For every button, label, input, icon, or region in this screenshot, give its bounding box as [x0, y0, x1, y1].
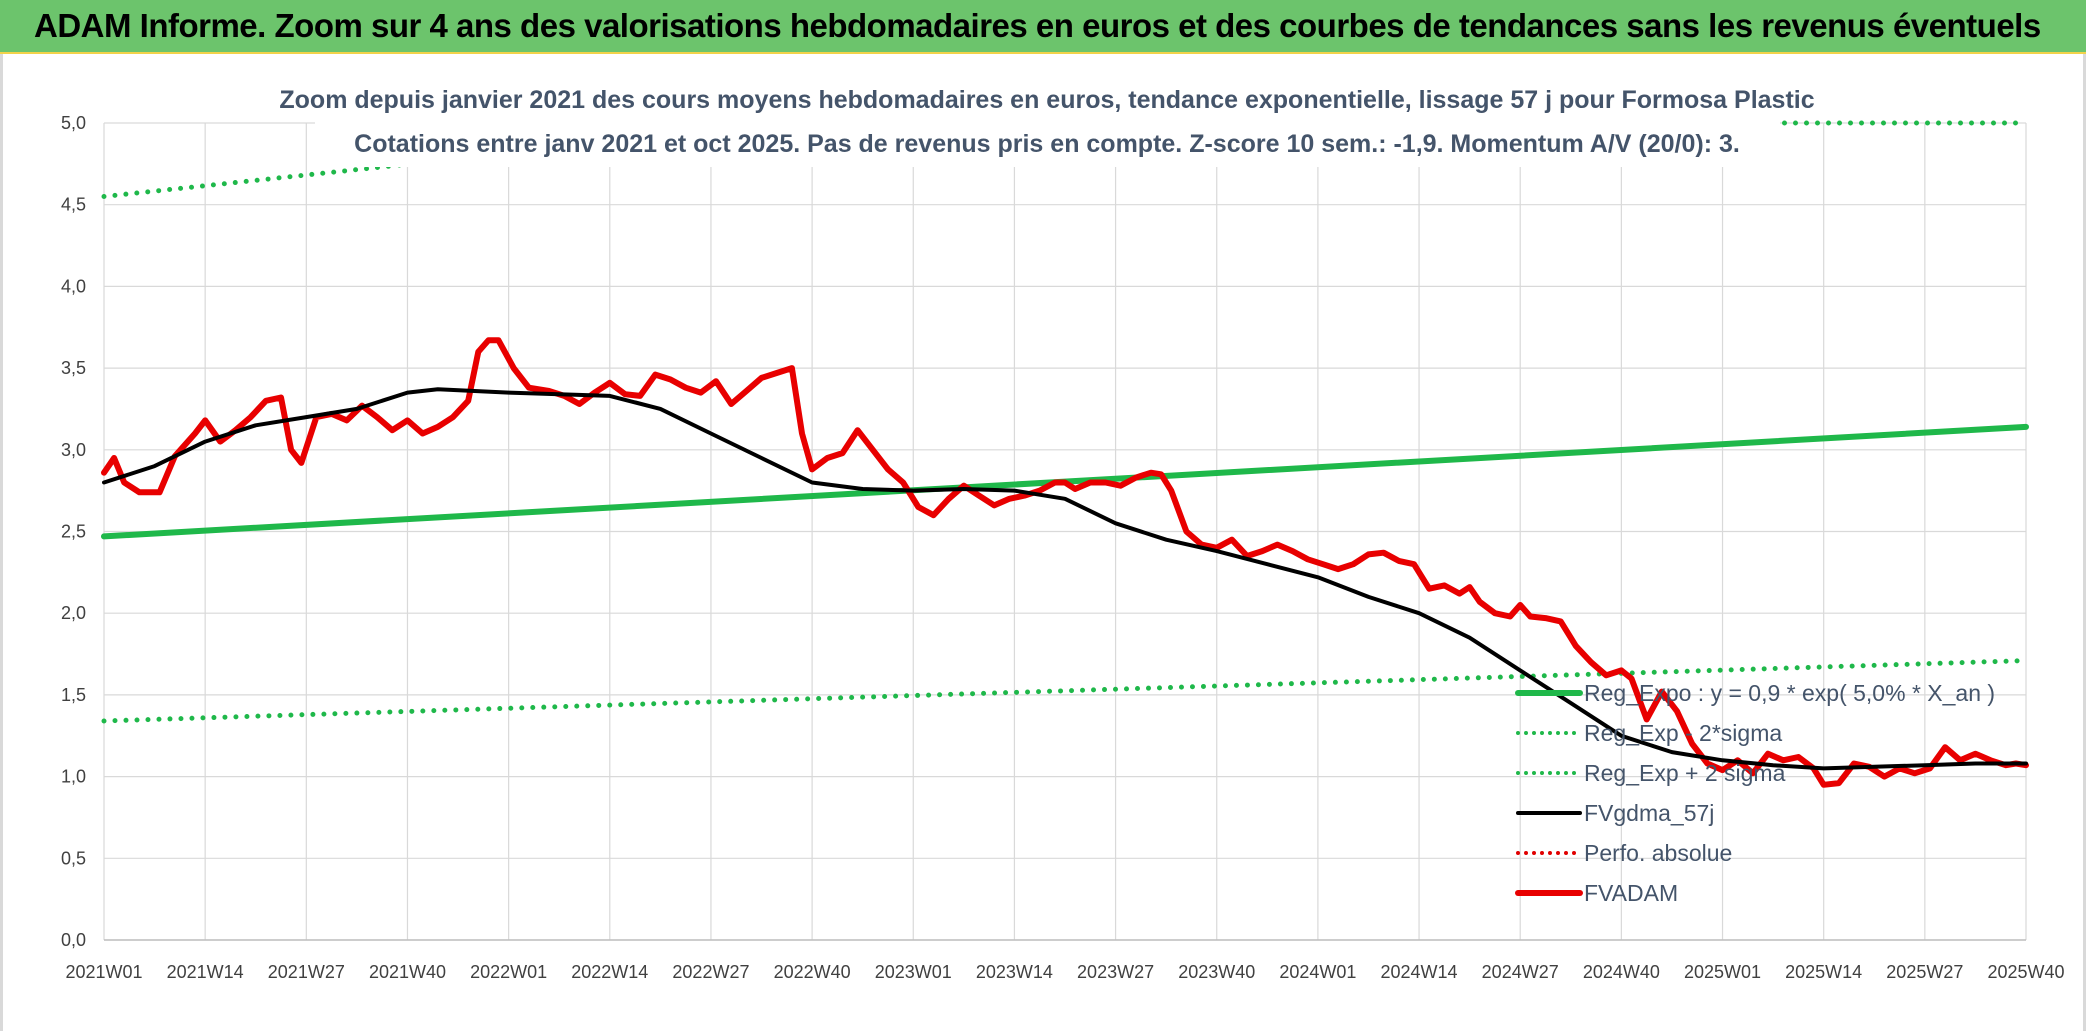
x-tick-label: 2021W01: [65, 962, 142, 982]
x-tick-label: 2022W14: [571, 962, 648, 982]
x-tick-label: 2025W40: [1987, 962, 2064, 982]
legend-label-5: FVADAM: [1584, 880, 1678, 906]
legend-label-0: Reg_Expo : y = 0,9 * exp( 5,0% * X_an ): [1584, 680, 1995, 706]
y-tick-label: 2,5: [61, 522, 86, 542]
legend: Reg_Expo : y = 0,9 * exp( 5,0% * X_an ) R…: [1515, 680, 1995, 906]
y-tick-label: 3,0: [61, 440, 86, 460]
chart-subtitle: Cotations entre janv 2021 et oct 2025. P…: [354, 130, 1740, 158]
y-tick-label: 4,0: [61, 276, 86, 296]
title-banner: ADAM Informe. Zoom sur 4 ans des valoris…: [0, 0, 2086, 54]
series-line-1: [101, 658, 2029, 724]
y-tick-label: 0,5: [61, 848, 86, 868]
series-line-5: [101, 337, 2029, 788]
series-line-3: [102, 387, 2028, 771]
y-tick-label: 2,0: [61, 603, 86, 623]
x-tick-label: 2023W40: [1178, 962, 1255, 982]
x-tick-label: 2022W01: [470, 962, 547, 982]
y-tick-label: 0,0: [61, 930, 86, 950]
legend-label-2: Reg_Exp + 2 sigma: [1584, 760, 1786, 786]
y-tick-label: 3,5: [61, 358, 86, 378]
x-tick-label: 2021W40: [369, 962, 446, 982]
x-tick-label: 2024W27: [1482, 962, 1559, 982]
x-tick-label: 2021W14: [167, 962, 244, 982]
chart-titles: Zoom depuis janvier 2021 des cours moyen…: [279, 83, 1815, 167]
title-backdrop: [315, 83, 1780, 167]
x-tick-label: 2024W01: [1279, 962, 1356, 982]
x-tick-label: 2022W27: [672, 962, 749, 982]
x-tick-label: 2025W14: [1785, 962, 1862, 982]
y-tick-label: 1,0: [61, 767, 86, 787]
x-tick-label: 2025W01: [1684, 962, 1761, 982]
x-tick-label: 2024W14: [1381, 962, 1458, 982]
legend-label-4: Perfo. absolue: [1584, 840, 1732, 866]
x-tick-label: 2021W27: [268, 962, 345, 982]
legend-label-3: FVgdma_57j: [1584, 800, 1714, 826]
legend-label-1: Reg_Exp - 2*sigma: [1584, 720, 1782, 746]
banner-title: ADAM Informe. Zoom sur 4 ans des valoris…: [34, 7, 2041, 44]
x-tick-label: 2023W14: [976, 962, 1053, 982]
x-tick-label: 2022W40: [774, 962, 851, 982]
y-tick-label: 5,0: [61, 113, 86, 133]
x-tick-label: 2023W27: [1077, 962, 1154, 982]
chart-frame: [0, 54, 2086, 1031]
x-tick-label: 2024W40: [1583, 962, 1660, 982]
x-tick-label: 2025W27: [1886, 962, 1963, 982]
x-tick-label: 2023W01: [875, 962, 952, 982]
chart-title: Zoom depuis janvier 2021 des cours moyen…: [279, 86, 1814, 114]
y-tick-label: 1,5: [61, 685, 86, 705]
grid-layer: [103, 122, 2027, 941]
y-tick-label: 4,5: [61, 195, 86, 215]
axis-layer: 0,0 0,5 1,0 1,5 2,0 2,5 3,0 3,5 4,0 4,5 5,0 2021W01…: [61, 113, 2065, 982]
